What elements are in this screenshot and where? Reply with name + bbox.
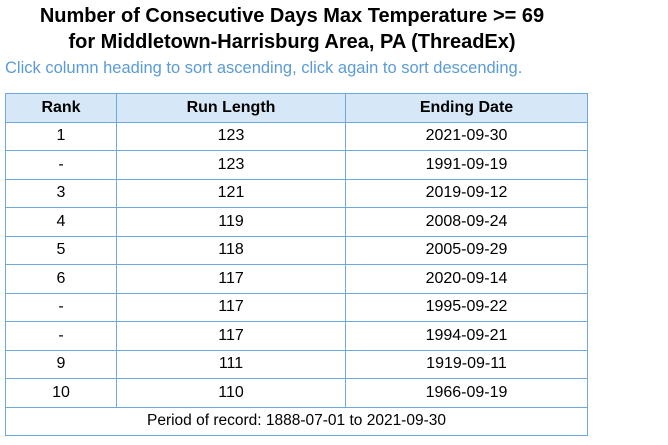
rank-cell: - (5, 321, 117, 351)
rank-column-header[interactable]: Rank (5, 93, 117, 123)
table-row: -117 1994-09-21 (5, 321, 588, 351)
ending-date-column-header[interactable]: Ending Date (345, 93, 588, 123)
rank-cell: - (5, 292, 117, 322)
ending-date-cell: 1966-09-19 (345, 378, 588, 408)
rank-cell: 1 (5, 121, 117, 151)
sort-instructions: Click column heading to sort ascending, … (5, 59, 523, 77)
ending-date-cell: 2021-09-30 (345, 121, 588, 151)
table-row: 3 121 2019-09-12 (5, 178, 588, 208)
rank-cell: 3 (5, 178, 117, 208)
run-length-cell: 111 (116, 349, 346, 379)
rank-cell: 5 (5, 235, 117, 265)
table-header-row: Rank Run Length Ending Date (5, 93, 588, 123)
table-row: -117 1995-09-22 (5, 292, 588, 322)
run-length-cell: 121 (116, 178, 346, 208)
table-row: -123 1991-09-19 (5, 150, 588, 180)
table-row: 1 123 2021-09-30 (5, 121, 588, 151)
ending-date-cell: 1994-09-21 (345, 321, 588, 351)
title-line-1: Number of Consecutive Days Max Temperatu… (39, 5, 545, 27)
table-body: 1 123 2021-09-30-123 1991-09-19 3 121 2019-09-… (5, 121, 588, 408)
ending-date-cell: 2019-09-12 (345, 178, 588, 208)
rank-cell: 4 (5, 207, 117, 237)
run-length-cell: 123 (116, 121, 346, 151)
page-title: Number of Consecutive Days Max Temperatu… (0, 3, 584, 55)
run-length-cell: 118 (116, 235, 346, 265)
ending-date-cell: 1991-09-19 (345, 150, 588, 180)
run-length-cell: 110 (116, 378, 346, 408)
ending-date-cell: 2020-09-14 (345, 264, 588, 294)
table-row: 9 111 1919-09-11 (5, 349, 588, 379)
rank-cell: 6 (5, 264, 117, 294)
ending-date-cell: 1919-09-11 (345, 349, 588, 379)
run-length-cell: 123 (116, 150, 346, 180)
table-row: 4 119 2008-09-24 (5, 207, 588, 237)
period-of-record: Period of record: 1888-07-01 to 2021-09-… (5, 406, 588, 436)
title-line-2: for Middletown-Harrisburg Area, PA (Thre… (68, 31, 516, 53)
run-length-cell: 117 (116, 264, 346, 294)
rank-cell: - (5, 150, 117, 180)
table-row: 6 117 2020-09-14 (5, 264, 588, 294)
table-row: 10 110 1966-09-19 (5, 378, 588, 408)
rank-cell: 10 (5, 378, 117, 408)
records-table: Rank Run Length Ending Date 1 123 2021-09-… (5, 93, 588, 436)
table-footer-row: Period of record: 1888-07-01 to 2021-09-… (5, 406, 588, 436)
ending-date-cell: 1995-09-22 (345, 292, 588, 322)
table-row: 5 118 2005-09-29 (5, 235, 588, 265)
ending-date-cell: 2005-09-29 (345, 235, 588, 265)
run-length-cell: 117 (116, 321, 346, 351)
run-length-cell: 117 (116, 292, 346, 322)
run-length-cell: 119 (116, 207, 346, 237)
ending-date-cell: 2008-09-24 (345, 207, 588, 237)
rank-cell: 9 (5, 349, 117, 379)
run-length-column-header[interactable]: Run Length (116, 93, 346, 123)
